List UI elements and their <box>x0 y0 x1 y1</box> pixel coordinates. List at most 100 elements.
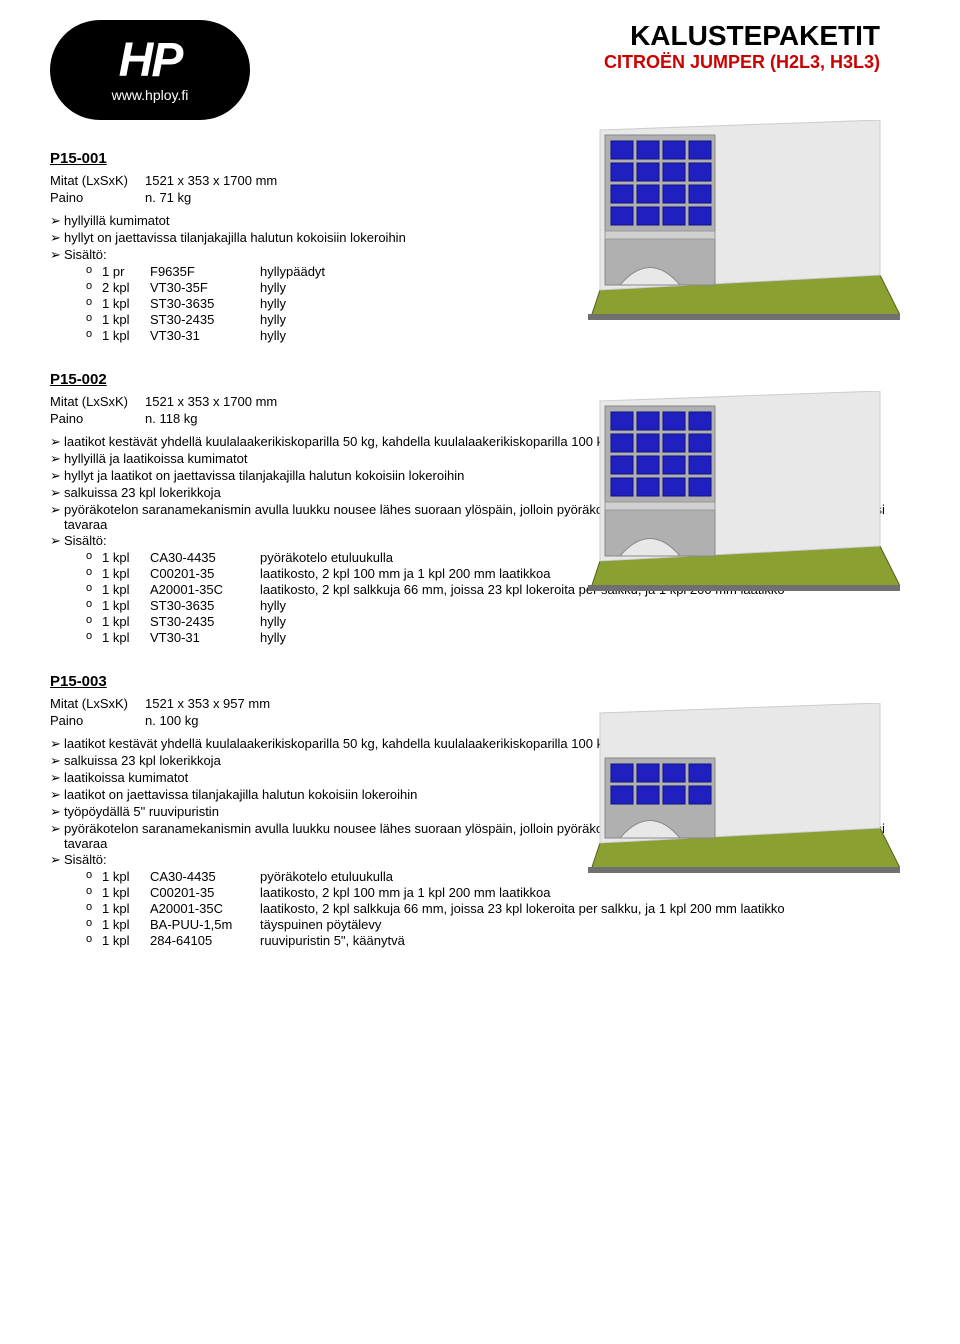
weight-value: n. 71 kg <box>145 190 191 205</box>
circle-icon: o <box>86 296 102 311</box>
arrow-icon: ➢ <box>50 451 64 467</box>
content-qty: 1 kpl <box>102 630 150 645</box>
dim-value: 1521 x 353 x 1700 mm <box>145 173 277 188</box>
weight-label: Paino <box>50 190 145 205</box>
weight-label: Paino <box>50 713 145 728</box>
content-code: F9635F <box>150 264 260 279</box>
content-code: C00201-35 <box>150 566 260 581</box>
content-qty: 1 kpl <box>102 885 150 900</box>
product-block: P15-003Mitat (LxSxK)1521 x 353 x 957 mmP… <box>50 673 910 948</box>
page-title: KALUSTEPAKETIT <box>604 20 880 52</box>
product-code: P15-003 <box>50 673 910 690</box>
product-code: P15-002 <box>50 371 910 388</box>
circle-icon: o <box>86 582 102 597</box>
logo: HP www.hploy.fi <box>50 20 250 120</box>
page-subtitle: CITROËN JUMPER (H2L3, H3L3) <box>604 52 880 73</box>
content-qty: 1 pr <box>102 264 150 279</box>
content-item: o1 kpl284-64105ruuvipuristin 5", käänytv… <box>86 933 910 948</box>
content-code: VT30-31 <box>150 328 260 343</box>
weight-value: n. 100 kg <box>145 713 199 728</box>
content-desc: hylly <box>260 630 910 645</box>
content-code: ST30-2435 <box>150 614 260 629</box>
circle-icon: o <box>86 917 102 932</box>
arrow-icon: ➢ <box>50 434 64 450</box>
circle-icon: o <box>86 550 102 565</box>
arrow-icon: ➢ <box>50 502 64 532</box>
content-qty: 1 kpl <box>102 582 150 597</box>
weight-label: Paino <box>50 411 145 426</box>
content-desc: hylly <box>260 614 910 629</box>
arrow-icon: ➢ <box>50 247 64 263</box>
arrow-icon: ➢ <box>50 821 64 851</box>
content-code: C00201-35 <box>150 885 260 900</box>
product-illustration <box>580 391 900 594</box>
content-desc: laatikosto, 2 kpl salkkuja 66 mm, joissa… <box>260 901 910 916</box>
title-block: KALUSTEPAKETIT CITROËN JUMPER (H2L3, H3L… <box>604 20 910 73</box>
content-qty: 1 kpl <box>102 550 150 565</box>
product-block: P15-001Mitat (LxSxK)1521 x 353 x 1700 mm… <box>50 150 910 343</box>
content-qty: 1 kpl <box>102 598 150 613</box>
content-desc: täyspuinen pöytälevy <box>260 917 910 932</box>
circle-icon: o <box>86 901 102 916</box>
content-qty: 1 kpl <box>102 566 150 581</box>
content-qty: 1 kpl <box>102 869 150 884</box>
content-code: ST30-3635 <box>150 296 260 311</box>
content-qty: 1 kpl <box>102 614 150 629</box>
circle-icon: o <box>86 630 102 645</box>
content-code: ST30-3635 <box>150 598 260 613</box>
content-qty: 1 kpl <box>102 296 150 311</box>
product-illustration <box>580 703 900 876</box>
content-qty: 1 kpl <box>102 312 150 327</box>
dim-label: Mitat (LxSxK) <box>50 173 145 188</box>
circle-icon: o <box>86 885 102 900</box>
content-code: BA-PUU-1,5m <box>150 917 260 932</box>
content-code: CA30-4435 <box>150 550 260 565</box>
circle-icon: o <box>86 312 102 327</box>
content-item: o1 kplST30-2435hylly <box>86 614 910 629</box>
arrow-icon: ➢ <box>50 230 64 246</box>
arrow-icon: ➢ <box>50 852 64 868</box>
circle-icon: o <box>86 598 102 613</box>
arrow-icon: ➢ <box>50 213 64 229</box>
content-code: ST30-2435 <box>150 312 260 327</box>
arrow-icon: ➢ <box>50 787 64 803</box>
content-code: VT30-35F <box>150 280 260 295</box>
logo-text: HP <box>119 37 182 85</box>
content-desc: hylly <box>260 598 910 613</box>
product-block: P15-002 Mitat (LxSxK)1521 x 353 x 1700 mm… <box>50 371 910 645</box>
arrow-icon: ➢ <box>50 804 64 820</box>
content-code: A20001-35C <box>150 582 260 597</box>
content-code: 284-64105 <box>150 933 260 948</box>
content-desc: ruuvipuristin 5", käänytvä <box>260 933 910 948</box>
dim-value: 1521 x 353 x 1700 mm <box>145 394 277 409</box>
arrow-icon: ➢ <box>50 533 64 549</box>
circle-icon: o <box>86 280 102 295</box>
product-illustration <box>580 120 900 323</box>
circle-icon: o <box>86 614 102 629</box>
header: HP www.hploy.fi KALUSTEPAKETIT CITROËN J… <box>50 20 910 120</box>
content-qty: 1 kpl <box>102 933 150 948</box>
content-qty: 1 kpl <box>102 901 150 916</box>
content-qty: 2 kpl <box>102 280 150 295</box>
content-desc: laatikosto, 2 kpl 100 mm ja 1 kpl 200 mm… <box>260 885 910 900</box>
dim-label: Mitat (LxSxK) <box>50 696 145 711</box>
circle-icon: o <box>86 328 102 343</box>
content-desc: hylly <box>260 328 910 343</box>
content-code: VT30-31 <box>150 630 260 645</box>
arrow-icon: ➢ <box>50 770 64 786</box>
dim-label: Mitat (LxSxK) <box>50 394 145 409</box>
content-code: CA30-4435 <box>150 869 260 884</box>
circle-icon: o <box>86 869 102 884</box>
content-qty: 1 kpl <box>102 917 150 932</box>
content-item: o1 kplA20001-35Claatikosto, 2 kpl salkku… <box>86 901 910 916</box>
content-code: A20001-35C <box>150 901 260 916</box>
content-item: o1 kplVT30-31hylly <box>86 630 910 645</box>
arrow-icon: ➢ <box>50 736 64 752</box>
circle-icon: o <box>86 566 102 581</box>
weight-value: n. 118 kg <box>145 411 198 426</box>
content-qty: 1 kpl <box>102 328 150 343</box>
circle-icon: o <box>86 933 102 948</box>
content-item: o1 kplST30-3635hylly <box>86 598 910 613</box>
arrow-icon: ➢ <box>50 753 64 769</box>
content-item: o1 kplVT30-31hylly <box>86 328 910 343</box>
